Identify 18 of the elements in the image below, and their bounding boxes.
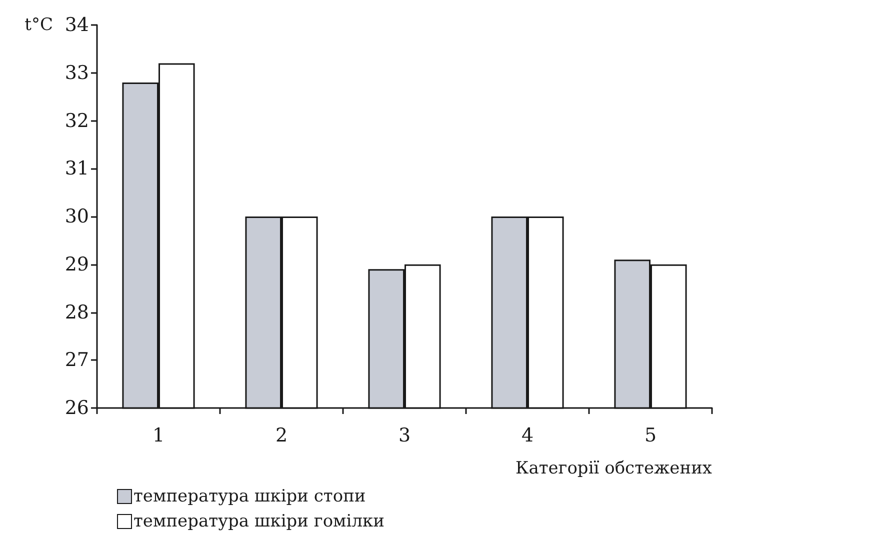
x-tick-label: 4	[521, 424, 534, 446]
x-tick-label: 5	[644, 424, 657, 446]
y-tick-label: 33	[64, 62, 89, 84]
legend-label: температура шкіри стопи	[134, 486, 366, 506]
y-tick-label: 27	[64, 349, 89, 372]
y-tick-label: 26	[64, 397, 89, 419]
y-tick-label: 29	[64, 253, 89, 276]
x-axis-title: Категорії обстежених	[516, 458, 712, 478]
x-tick-label: 1	[152, 424, 165, 446]
x-tick-label: 3	[398, 424, 411, 446]
y-tick-label: 30	[64, 206, 89, 228]
y-tick-label: 34	[64, 14, 89, 36]
legend-label: температура шкіри гомілки	[134, 512, 384, 532]
y-tick-label: 32	[64, 110, 89, 132]
y-tick-label: 28	[64, 301, 89, 324]
y-axis-title: t°C	[24, 15, 53, 35]
y-tick-label: 31	[64, 158, 89, 180]
x-tick-label: 2	[275, 424, 288, 446]
